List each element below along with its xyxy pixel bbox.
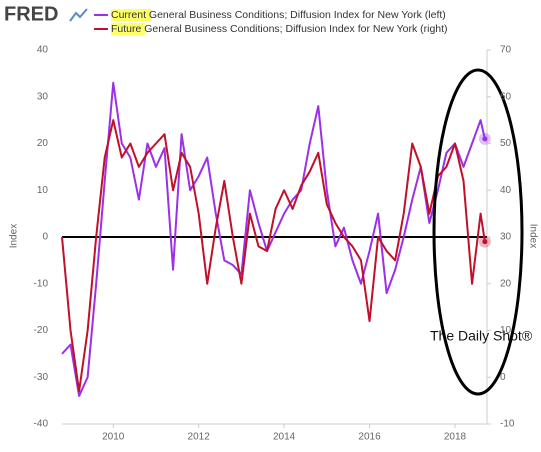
annotation: The Daily Shot®	[430, 328, 533, 344]
y-tick-label: -40	[34, 419, 49, 430]
series-line	[61, 119, 486, 393]
end-point	[482, 136, 488, 142]
legend-label: Current General Business Conditions; Dif…	[111, 9, 446, 21]
legend-label: Future General Business Conditions; Diff…	[111, 23, 448, 35]
y2-tick-label: 70	[500, 45, 512, 56]
y2-tick-label: 0	[500, 372, 506, 383]
y2-tick-label: 60	[500, 91, 512, 102]
end-point	[482, 239, 488, 245]
y2-tick-label: 10	[500, 325, 512, 336]
y2-tick-label: 40	[500, 185, 512, 196]
legend-highlight	[111, 9, 152, 21]
highlight-ellipse	[432, 68, 524, 396]
series-line	[61, 81, 486, 397]
x-tick-label: 2016	[358, 432, 381, 443]
y-tick-label: -20	[34, 325, 49, 336]
y2-tick-label: 30	[500, 232, 512, 243]
y-tick-label: 0	[42, 232, 48, 243]
legend-highlight	[111, 23, 145, 35]
x-tick-label: 2010	[102, 432, 125, 443]
y2-tick-label: 20	[500, 278, 512, 289]
y2-tick-label: -10	[500, 419, 515, 430]
y-tick-label: 30	[37, 91, 49, 102]
y-tick-label: 10	[37, 185, 49, 196]
x-tick-label: 2014	[273, 432, 296, 443]
x-tick-label: 2018	[444, 432, 467, 443]
y2-axis-title: Index	[527, 224, 538, 248]
y-tick-label: -10	[34, 278, 49, 289]
plot	[61, 81, 491, 397]
logo-icon	[69, 8, 88, 22]
y-tick-label: 20	[37, 138, 49, 149]
x-tick-label: 2012	[188, 432, 211, 443]
y-axis-title: Index	[9, 224, 20, 248]
y2-tick-label: 50	[500, 138, 512, 149]
logo: FRED	[4, 3, 58, 25]
y-tick-label: 40	[37, 45, 49, 56]
y-tick-label: -30	[34, 372, 49, 383]
